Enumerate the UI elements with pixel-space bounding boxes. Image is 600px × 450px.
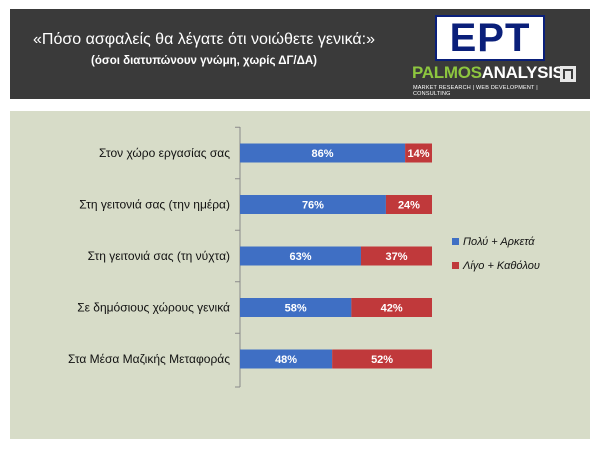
bar-positive (240, 298, 352, 317)
category-label: Στα Μέσα Μαζικής Μεταφοράς (68, 352, 230, 366)
data-label: 86% (312, 148, 334, 160)
bar-negative (351, 298, 432, 317)
legend-swatch (452, 262, 459, 269)
category-label: Σε δημόσιους χώρους γενικά (77, 301, 230, 315)
logo-analysis-text: ANALYSIS (481, 63, 564, 82)
data-label: 14% (408, 148, 430, 160)
chart-panel: Στον χώρο εργασίας σας 86% 14% Στη γειτονιά… (10, 111, 590, 439)
data-label: 37% (385, 251, 407, 263)
bar-negative (332, 349, 432, 369)
logo-tagline: MARKET RESEARCH | WEB DEVELOPMENT | CONS… (413, 85, 538, 97)
bar-positive (240, 349, 333, 369)
legend-swatch (452, 238, 459, 245)
ert-logo: ΕΡΤ (435, 15, 545, 61)
category-label: Στη γειτονιά σας (τη νύχτα) (88, 249, 230, 263)
bar-negative (360, 246, 432, 266)
bar-positive (240, 195, 386, 214)
legend-label: Πολύ + Αρκετά (463, 236, 535, 248)
data-label: 58% (285, 303, 307, 315)
bar-positive (240, 246, 361, 266)
data-label: 63% (289, 251, 311, 263)
bar-positive (240, 143, 406, 163)
category-label: Στη γειτονιά σας (την ημέρα) (79, 198, 230, 212)
data-label: 24% (398, 200, 420, 212)
palmos-analysis-logo: PALMOSANALYSIS (412, 63, 564, 83)
chart-title: «Πόσο ασφαλείς θα λέγατε ότι νοιώθετε γε… (33, 31, 375, 48)
data-label: 48% (275, 354, 297, 366)
bar-chart: Στον χώρο εργασίας σας 86% 14% Στη γειτονιά… (68, 126, 540, 388)
legend-label: Λίγο + Καθόλου (462, 260, 540, 272)
bar-negative (405, 143, 432, 163)
logo-palmos-text: PALMOS (412, 63, 482, 82)
chart-subtitle: (όσοι διατυπώνουν γνώμη, χωρίς ΔΓ/ΔΑ) (91, 55, 317, 67)
data-label: 76% (302, 200, 324, 212)
category-label: Στον χώρο εργασίας σας (99, 146, 230, 160)
bar-negative (385, 195, 432, 214)
data-label: 42% (381, 303, 403, 315)
data-label: 52% (371, 354, 393, 366)
palmos-square-inner-icon (565, 71, 571, 82)
